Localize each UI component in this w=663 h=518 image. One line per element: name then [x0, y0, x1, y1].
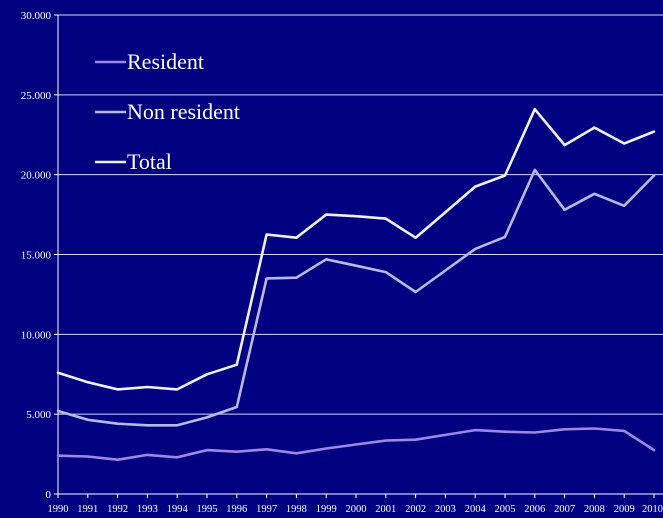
- legend-label: Total: [127, 149, 172, 174]
- y-tick-label: 20.000: [21, 170, 52, 182]
- x-tick-label: 2006: [524, 504, 545, 515]
- legend: Resident Non resident Total: [95, 49, 240, 174]
- y-axis-ticks: 0 5.000 10.000 15.000 20.000 25.000 30.000: [21, 10, 58, 501]
- y-tick-label: 30.000: [21, 10, 52, 22]
- gridlines: [57, 14, 663, 495]
- y-tick-label: 0: [46, 489, 52, 501]
- legend-label: Resident: [127, 49, 204, 74]
- x-tick-label: 2003: [435, 504, 456, 515]
- x-tick-label: 2007: [554, 504, 575, 515]
- x-tick-label: 1993: [137, 504, 158, 515]
- x-tick-label: 2010: [642, 504, 663, 515]
- x-tick-label: 2004: [465, 504, 487, 515]
- legend-label: Non resident: [127, 99, 240, 124]
- x-tick-label: 1991: [77, 504, 98, 515]
- x-tick-label: 1998: [286, 504, 307, 515]
- series-line-resident: [56, 427, 656, 462]
- y-tick-label: 10.000: [21, 329, 52, 341]
- x-tick-label: 2009: [614, 504, 635, 515]
- x-tick-label: 2001: [375, 504, 396, 515]
- x-axis-ticks: 1990 1991 1992 1993 1994 1995 1996 1997 1998 1999…: [48, 494, 663, 515]
- y-tick-label: 25.000: [21, 90, 52, 102]
- x-tick-label: 2005: [495, 504, 516, 515]
- x-tick-label: 1992: [107, 504, 128, 515]
- series-line-non-resident: [56, 168, 656, 427]
- x-tick-label: 2008: [584, 504, 605, 515]
- y-tick-label: 15.000: [21, 250, 52, 262]
- x-tick-label: 1997: [256, 504, 277, 515]
- x-tick-label: 1995: [197, 504, 218, 515]
- y-tick-label: 5.000: [26, 409, 51, 421]
- x-tick-label: 1999: [316, 504, 337, 515]
- x-tick-label: 1994: [167, 504, 189, 515]
- x-tick-label: 2002: [405, 504, 426, 515]
- x-tick-label: 2000: [346, 504, 367, 515]
- x-tick-label: 1990: [48, 504, 69, 515]
- series-lines: [56, 107, 656, 462]
- x-tick-label: 1996: [226, 504, 247, 515]
- series-line-total: [56, 107, 656, 391]
